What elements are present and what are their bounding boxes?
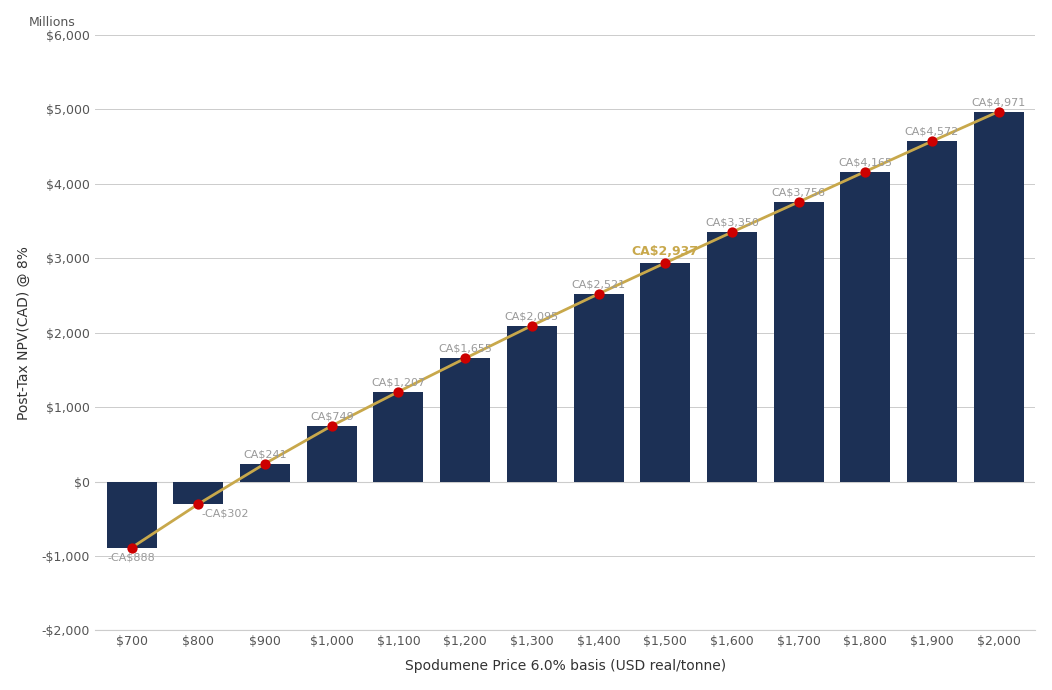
Text: CA$4,165: CA$4,165	[838, 157, 892, 167]
Bar	[373, 392, 424, 482]
Text: CA$2,095: CA$2,095	[505, 311, 559, 321]
Bar	[240, 464, 290, 482]
Bar	[907, 141, 957, 482]
Bar	[641, 263, 690, 482]
Bar	[440, 358, 490, 482]
Bar	[573, 294, 624, 482]
Text: CA$3,756: CA$3,756	[771, 188, 826, 197]
Point	[656, 257, 673, 268]
Point	[190, 498, 207, 509]
Point	[924, 136, 940, 147]
Text: CA$2,937: CA$2,937	[631, 246, 699, 259]
X-axis label: Spodumene Price 6.0% basis (USD real/tonne): Spodumene Price 6.0% basis (USD real/ton…	[405, 660, 726, 673]
Point	[857, 166, 874, 177]
Text: -CA$888: -CA$888	[107, 552, 156, 562]
Text: CA$3,350: CA$3,350	[705, 218, 758, 228]
Point	[457, 353, 473, 364]
Text: CA$2,521: CA$2,521	[571, 279, 626, 289]
Bar	[106, 482, 157, 548]
Point	[790, 197, 807, 208]
Text: -CA$302: -CA$302	[202, 509, 249, 518]
Point	[724, 227, 741, 238]
Point	[123, 542, 140, 553]
Text: CA$749: CA$749	[310, 411, 353, 422]
Bar	[307, 426, 357, 482]
Bar	[707, 233, 756, 482]
Text: CA$1,655: CA$1,655	[439, 344, 492, 354]
Point	[390, 386, 407, 397]
Point	[590, 288, 607, 299]
Text: CA$4,971: CA$4,971	[972, 97, 1026, 107]
Bar	[773, 202, 824, 482]
Y-axis label: Post-Tax NPV(CAD) @ 8%: Post-Tax NPV(CAD) @ 8%	[17, 246, 31, 420]
Text: CA$241: CA$241	[243, 449, 287, 459]
Bar	[841, 172, 890, 482]
Bar	[974, 112, 1024, 482]
Bar	[174, 482, 223, 504]
Text: CA$4,572: CA$4,572	[905, 127, 959, 137]
Bar	[507, 326, 557, 482]
Text: Millions: Millions	[29, 16, 76, 29]
Point	[323, 420, 340, 431]
Point	[524, 320, 541, 331]
Text: CA$1,207: CA$1,207	[371, 377, 425, 387]
Point	[257, 458, 274, 469]
Point	[990, 106, 1007, 117]
